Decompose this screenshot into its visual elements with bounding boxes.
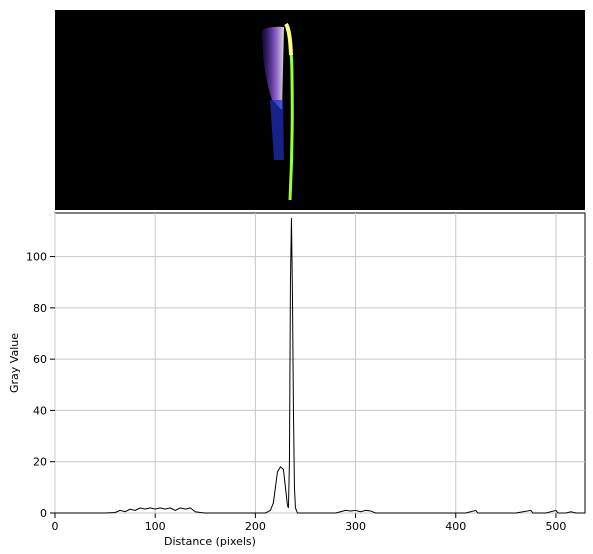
- x-tick-label: 400: [445, 520, 466, 533]
- profile-line: [55, 218, 585, 514]
- y-tick-label: 0: [40, 507, 47, 520]
- y-axis-label: Gray Value: [8, 333, 21, 393]
- y-tick-label: 40: [33, 404, 47, 417]
- y-tick-label: 100: [26, 251, 47, 264]
- x-tick-label: 200: [245, 520, 266, 533]
- x-tick-label: 500: [545, 520, 566, 533]
- x-tick-label: 0: [52, 520, 59, 533]
- source-image: [55, 10, 585, 210]
- plot-frame: [54, 212, 586, 514]
- grid: 0 100 200 300 400 500 0 20 40 60 80 100: [26, 213, 585, 533]
- x-tick-label: 300: [345, 520, 366, 533]
- y-tick-label: 60: [33, 353, 47, 366]
- y-tick-label: 80: [33, 302, 47, 315]
- plot: [55, 218, 585, 514]
- y-tick-label: 20: [33, 456, 47, 469]
- x-axis-label: Distance (pixels): [164, 535, 256, 548]
- x-tick-label: 100: [145, 520, 166, 533]
